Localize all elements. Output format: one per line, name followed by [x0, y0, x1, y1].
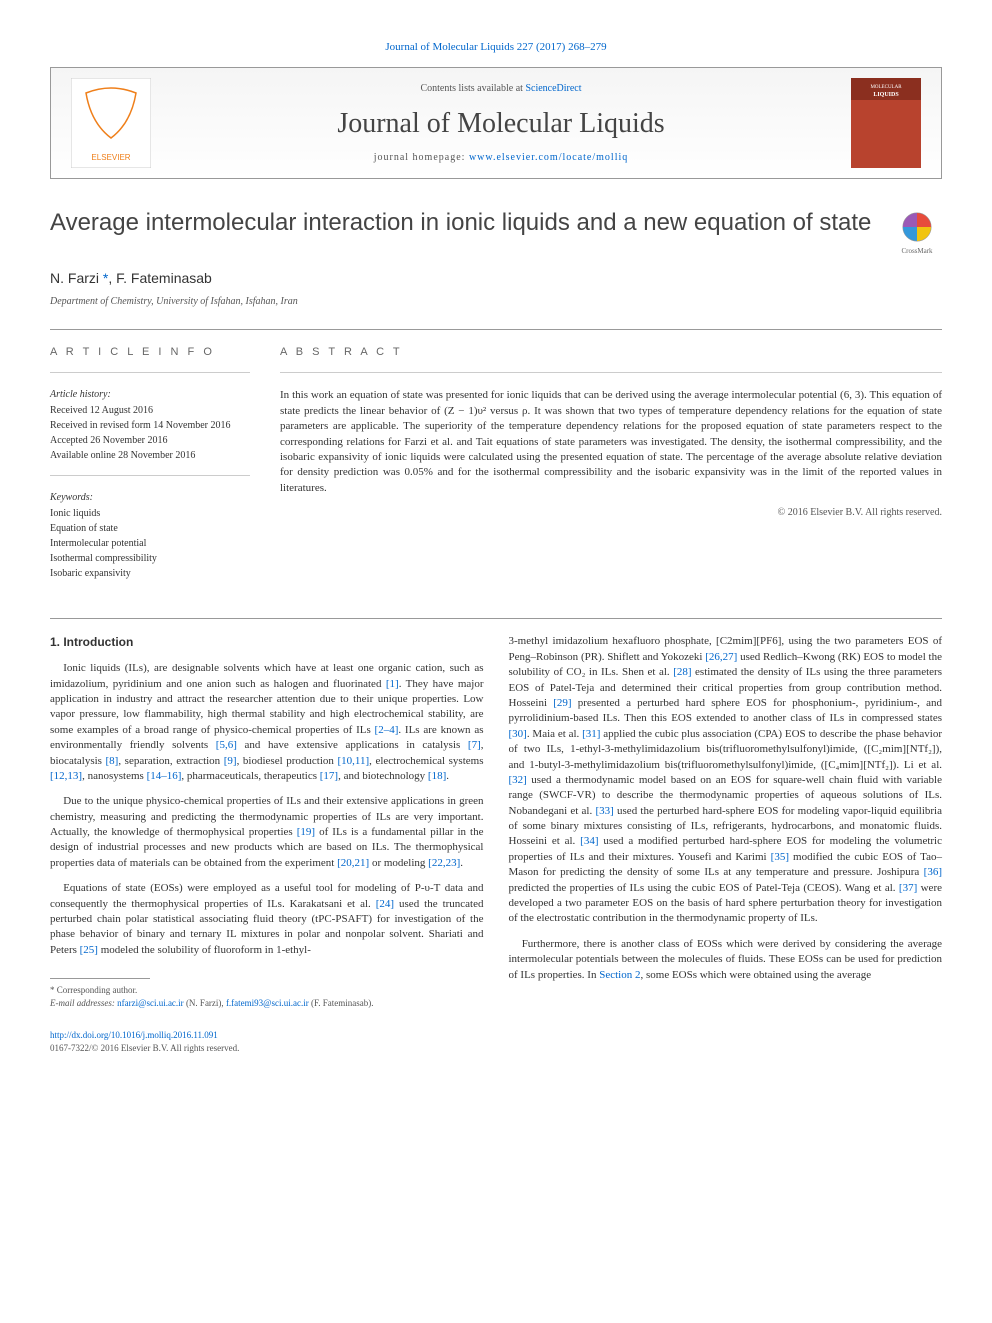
- keyword-2: Equation of state: [50, 522, 250, 536]
- ref-29[interactable]: [29]: [553, 697, 571, 709]
- author-sep: ,: [108, 270, 116, 286]
- keyword-3: Intermolecular potential: [50, 537, 250, 551]
- footer: http://dx.doi.org/10.1016/j.molliq.2016.…: [50, 1029, 942, 1054]
- keywords-label: Keywords:: [50, 491, 250, 505]
- intro-p3: Equations of state (EOSs) were employed …: [50, 881, 484, 958]
- ref-19[interactable]: [19]: [297, 826, 315, 838]
- homepage-link[interactable]: www.elsevier.com/locate/molliq: [469, 152, 628, 163]
- article-info-header: A R T I C L E I N F O: [50, 345, 250, 360]
- journal-name: Journal of Molecular Liquids: [171, 104, 831, 143]
- ref-34[interactable]: [34]: [580, 835, 598, 847]
- rule-top: [50, 329, 942, 330]
- received-date: Received 12 August 2016: [50, 404, 250, 418]
- sciencedirect-link[interactable]: ScienceDirect: [525, 83, 581, 94]
- right-column: 3-methyl imidazolium hexafluoro phosphat…: [509, 634, 943, 1009]
- history-label: Article history:: [50, 388, 250, 402]
- right-p2: Furthermore, there is another class of E…: [509, 937, 943, 983]
- email-1[interactable]: nfarzi@sci.ui.ac.ir: [117, 998, 184, 1008]
- affiliation: Department of Chemistry, University of I…: [50, 295, 942, 309]
- ref-31[interactable]: [31]: [582, 728, 600, 740]
- right-p1: 3-methyl imidazolium hexafluoro phosphat…: [509, 634, 943, 926]
- svg-text:CrossMark: CrossMark: [901, 247, 933, 255]
- journal-ref-link[interactable]: Journal of Molecular Liquids 227 (2017) …: [385, 41, 606, 53]
- ref-17[interactable]: [17]: [320, 770, 338, 782]
- abstract-header: A B S T R A C T: [280, 345, 942, 360]
- ref-2-4[interactable]: [2–4]: [375, 724, 399, 736]
- intro-p1: Ionic liquids (ILs), are designable solv…: [50, 661, 484, 784]
- homepage-prefix: journal homepage:: [374, 152, 469, 163]
- article-info: A R T I C L E I N F O Article history: R…: [50, 345, 250, 593]
- ref-18[interactable]: [18]: [428, 770, 446, 782]
- author-1: N. Farzi: [50, 270, 103, 286]
- keyword-4: Isothermal compressibility: [50, 552, 250, 566]
- online-date: Available online 28 November 2016: [50, 449, 250, 463]
- abstract-copyright: © 2016 Elsevier B.V. All rights reserved…: [280, 506, 942, 520]
- abstract-text: In this work an equation of state was pr…: [280, 388, 942, 496]
- accepted-date: Accepted 26 November 2016: [50, 434, 250, 448]
- ref-22-23[interactable]: [22,23]: [428, 857, 460, 869]
- ref-28[interactable]: [28]: [673, 666, 691, 678]
- info-rule-2: [50, 475, 250, 476]
- ref-30[interactable]: [30]: [509, 728, 527, 740]
- ref-24[interactable]: [24]: [376, 898, 394, 910]
- article-title: Average intermolecular interaction in io…: [50, 209, 872, 238]
- section-2-link[interactable]: Section 2: [599, 969, 640, 981]
- intro-heading: 1. Introduction: [50, 634, 484, 651]
- email-2[interactable]: f.fatemi93@sci.ui.ac.ir: [226, 998, 309, 1008]
- revised-date: Received in revised form 14 November 201…: [50, 419, 250, 433]
- homepage-line: journal homepage: www.elsevier.com/locat…: [171, 151, 831, 165]
- author-2: F. Fateminasab: [116, 270, 212, 286]
- journal-reference: Journal of Molecular Liquids 227 (2017) …: [50, 40, 942, 55]
- svg-text:LIQUIDS: LIQUIDS: [873, 92, 899, 98]
- ref-35[interactable]: [35]: [771, 851, 789, 863]
- crossmark-icon[interactable]: CrossMark: [892, 209, 942, 259]
- ref-5-6[interactable]: [5,6]: [216, 739, 237, 751]
- authors: N. Farzi *, F. Fateminasab: [50, 269, 942, 289]
- ref-20-21[interactable]: [20,21]: [337, 857, 369, 869]
- journal-cover-thumbnail: MOLECULAR LIQUIDS: [851, 78, 921, 168]
- svg-text:ELSEVIER: ELSEVIER: [91, 153, 130, 162]
- intro-p2: Due to the unique physico-chemical prope…: [50, 794, 484, 871]
- contents-prefix: Contents lists available at: [420, 83, 525, 94]
- journal-header: ELSEVIER Contents lists available at Sci…: [50, 67, 942, 179]
- ref-37[interactable]: [37]: [899, 882, 917, 894]
- keyword-5: Isobaric expansivity: [50, 567, 250, 581]
- svg-text:MOLECULAR: MOLECULAR: [870, 85, 902, 90]
- info-rule-1: [50, 372, 250, 373]
- ref-7[interactable]: [7]: [468, 739, 481, 751]
- contents-line: Contents lists available at ScienceDirec…: [171, 82, 831, 96]
- corresponding-footnote: * Corresponding author.: [50, 984, 484, 997]
- keyword-1: Ionic liquids: [50, 507, 250, 521]
- ref-26-27[interactable]: [26,27]: [705, 651, 737, 663]
- ref-36[interactable]: [36]: [924, 866, 942, 878]
- abstract-rule: [280, 372, 942, 373]
- email-footnote: E-mail addresses: nfarzi@sci.ui.ac.ir (N…: [50, 997, 484, 1010]
- ref-14-16[interactable]: [14–16]: [147, 770, 182, 782]
- ref-33[interactable]: [33]: [595, 805, 613, 817]
- footer-copyright: 0167-7322/© 2016 Elsevier B.V. All right…: [50, 1042, 942, 1055]
- ref-32[interactable]: [32]: [509, 774, 527, 786]
- left-column: 1. Introduction Ionic liquids (ILs), are…: [50, 634, 484, 1009]
- footnote-sep: [50, 978, 150, 979]
- abstract-column: A B S T R A C T In this work an equation…: [280, 345, 942, 593]
- doi-link[interactable]: http://dx.doi.org/10.1016/j.molliq.2016.…: [50, 1030, 218, 1040]
- rule-bottom: [50, 618, 942, 619]
- ref-9[interactable]: [9]: [224, 755, 237, 767]
- ref-8[interactable]: [8]: [106, 755, 119, 767]
- ref-25[interactable]: [25]: [80, 944, 98, 956]
- elsevier-logo: ELSEVIER: [71, 78, 151, 168]
- ref-12-13[interactable]: [12,13]: [50, 770, 82, 782]
- ref-10-11[interactable]: [10,11]: [337, 755, 369, 767]
- ref-1[interactable]: [1]: [386, 678, 399, 690]
